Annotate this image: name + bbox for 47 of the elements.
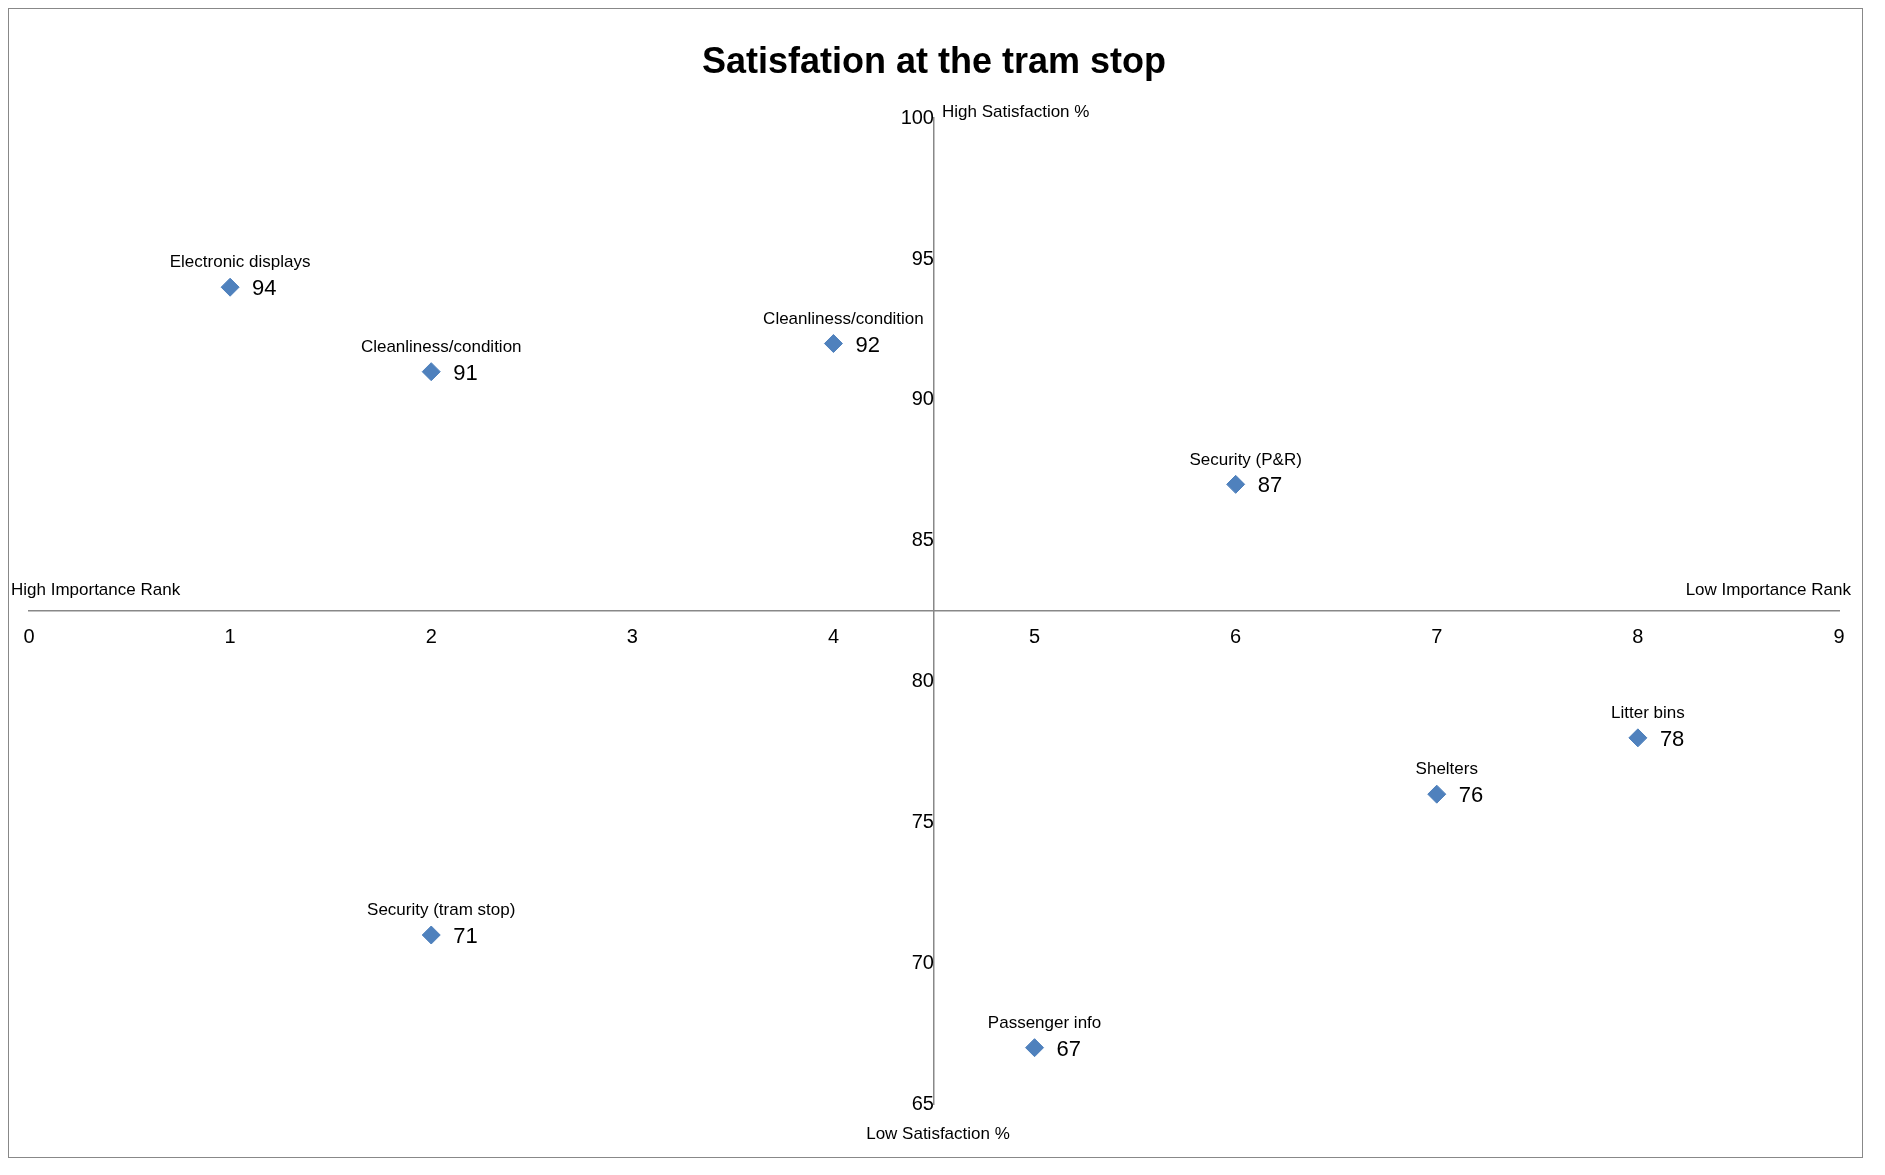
point [421, 362, 441, 382]
x-tick-label: 2 [425, 624, 437, 647]
point [1025, 1038, 1045, 1058]
x-tick-label: 1 [224, 624, 236, 647]
data-label: 67 [1056, 1035, 1082, 1061]
annotation: High Importance Rank [11, 580, 181, 600]
annotation: Litter bins [1611, 703, 1685, 723]
point [823, 334, 843, 354]
x-tick-label: 8 [1632, 624, 1644, 647]
annotation: Cleanliness/condition [360, 336, 522, 356]
annotation: Security (P&R) [1189, 449, 1302, 469]
point [220, 277, 240, 297]
y-tick-label: 70 [911, 950, 934, 973]
x-tick-label: 5 [1028, 624, 1041, 647]
data-label: 78 [1659, 725, 1685, 751]
y-tick-label: 80 [911, 669, 934, 692]
annotation: Low Importance Rank [1685, 580, 1852, 600]
y-tick-label: 85 [911, 528, 934, 551]
x-tick-label: 6 [1230, 624, 1242, 647]
y-tick-label: 95 [911, 246, 934, 269]
y-tick-label: 75 [911, 809, 934, 832]
point [1427, 784, 1447, 804]
data-label: 87 [1257, 472, 1283, 498]
x-tick-label: 9 [1833, 624, 1845, 647]
chart-title: Satisfation at the tram stop [701, 39, 1167, 81]
x-tick-label: 3 [626, 624, 638, 647]
point [421, 925, 441, 945]
data-label: 94 [252, 275, 277, 301]
data-label: 91 [453, 359, 478, 385]
x-tick-label: 4 [827, 624, 840, 647]
data-label: 76 [1458, 782, 1484, 808]
y-tick-label: 65 [911, 1091, 934, 1114]
x-tick-label: 7 [1431, 624, 1443, 647]
data-label: 71 [453, 923, 478, 949]
point [1628, 728, 1648, 748]
data-label: 92 [855, 331, 880, 357]
annotation: Security (tram stop) [367, 900, 516, 920]
y-tick-label: 100 [900, 105, 934, 128]
text: Low Satisfaction % [866, 1124, 1010, 1144]
annotation: Cleanliness/condition [763, 308, 924, 328]
annotation: Shelters [1415, 759, 1478, 779]
x-tick-label: 0 [23, 624, 35, 647]
annotation: Electronic displays [169, 252, 311, 272]
point [1226, 474, 1246, 494]
annotation: High Satisfaction % [942, 101, 1090, 121]
annotation: Passenger info [987, 1012, 1102, 1032]
y-tick-label: 90 [911, 387, 934, 410]
